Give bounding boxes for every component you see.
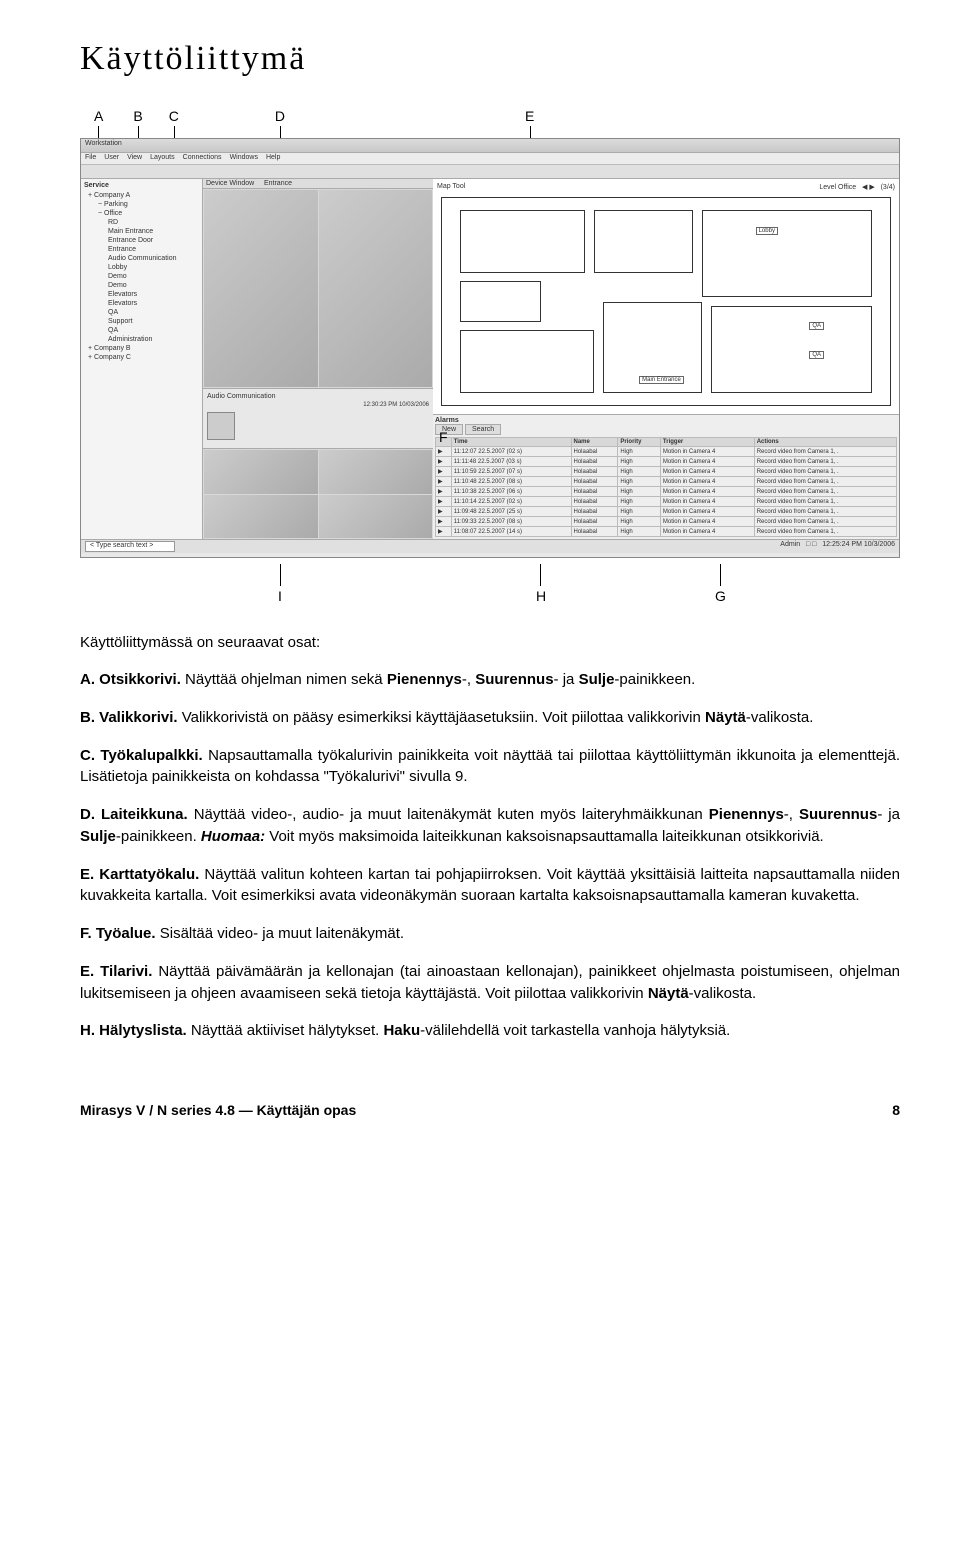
label-i: I (278, 588, 282, 604)
alarm-col-header: Time (451, 438, 571, 447)
page-title: Käyttöliittymä (80, 40, 900, 78)
label-c: C (169, 108, 179, 124)
alarm-table: TimeNamePriorityTriggerActions ▶11:12:07… (435, 437, 897, 537)
audio-label: Audio Communication (207, 393, 429, 400)
tree-item[interactable]: Lobby (84, 263, 199, 272)
toolbar[interactable] (81, 165, 899, 179)
label-b: B (133, 108, 142, 124)
tree-item[interactable]: Elevators (84, 290, 199, 299)
app-screenshot: Workstation File User View Layouts Conne… (80, 138, 900, 558)
label-f: F (439, 429, 448, 445)
tree-item[interactable]: RD (84, 218, 199, 227)
timestamp: 12:30:23 PM 10/03/2006 (207, 402, 429, 408)
device-window[interactable]: Device Window Entrance Audio Communicati… (203, 179, 433, 539)
sidebar-header: Service (84, 182, 199, 189)
menu-item[interactable]: Layouts (150, 154, 175, 163)
video-tile[interactable] (319, 495, 433, 539)
tree-item[interactable]: + Company B (84, 344, 199, 353)
alarm-row[interactable]: ▶11:10:38 22.5.2007 (06 s)HolaabalHighMo… (436, 487, 897, 497)
video-tile[interactable] (204, 450, 318, 494)
label-e: E (525, 108, 534, 124)
device-sidebar[interactable]: Service + Company A− Parking− OfficeRDMa… (81, 179, 203, 539)
alarm-list[interactable]: Alarms New Search TimeNamePriorityTrigge… (433, 415, 899, 539)
item-g: E. Tilarivi. Näyttää päivämäärän ja kell… (80, 961, 900, 1005)
label-g: G (715, 588, 726, 604)
map-title: Map Tool (437, 183, 465, 191)
status-bar: < Type search text > Admin □ □ 12:25:24 … (81, 539, 899, 553)
top-label-row: A B C D E (80, 108, 900, 124)
label-d: D (275, 108, 285, 124)
annotated-diagram: A B C D E Workstation File User View Lay… (80, 108, 900, 604)
tree-item[interactable]: Demo (84, 281, 199, 290)
tree-item[interactable]: − Parking (84, 200, 199, 209)
map-tool[interactable]: Map Tool Level Office ◀ ▶ (3/4) Lobby Ma… (433, 179, 899, 415)
alarm-title: Alarms (435, 417, 897, 424)
alarm-col-header: Actions (754, 438, 896, 447)
menu-item[interactable]: View (127, 154, 142, 163)
bottom-label-row: I H G (80, 564, 900, 604)
alarm-row[interactable]: ▶11:11:48 22.5.2007 (03 s)HolaabalHighMo… (436, 457, 897, 467)
alarm-col-header: Name (571, 438, 618, 447)
tree-item[interactable]: QA (84, 308, 199, 317)
status-user: Admin (780, 541, 800, 548)
page-footer: Mirasys V / N series 4.8 — Käyttäjän opa… (80, 1102, 900, 1118)
window-titlebar: Workstation (81, 139, 899, 153)
tree-item[interactable]: Administration (84, 335, 199, 344)
tree-item[interactable]: Support (84, 317, 199, 326)
menubar[interactable]: File User View Layouts Connections Windo… (81, 153, 899, 165)
alarm-row[interactable]: ▶11:09:48 22.5.2007 (25 s)HolaabalHighMo… (436, 507, 897, 517)
intro-text: Käyttöliittymässä on seuraavat osat: (80, 634, 900, 651)
alarm-row[interactable]: ▶11:12:07 22.5.2007 (02 s)HolaabalHighMo… (436, 447, 897, 457)
tree-item[interactable]: Audio Communication (84, 254, 199, 263)
tree-item[interactable]: Main Entrance (84, 227, 199, 236)
video-tile[interactable] (319, 190, 433, 387)
alarm-row[interactable]: ▶11:09:33 22.5.2007 (08 s)HolaabalHighMo… (436, 517, 897, 527)
status-clock: 12:25:24 PM 10/3/2006 (822, 541, 895, 548)
footer-left: Mirasys V / N series 4.8 — Käyttäjän opa… (80, 1102, 356, 1118)
label-h: H (536, 588, 546, 604)
alarm-tab-search[interactable]: Search (465, 424, 501, 435)
alarm-row[interactable]: ▶11:10:14 22.5.2007 (02 s)HolaabalHighMo… (436, 497, 897, 507)
top-leader-lines (80, 126, 900, 138)
alarm-row[interactable]: ▶11:08:07 22.5.2007 (14 s)HolaabalHighMo… (436, 527, 897, 537)
video-tile[interactable] (204, 495, 318, 539)
tree-item[interactable]: QA (84, 326, 199, 335)
tree-item[interactable]: + Company A (84, 191, 199, 200)
tree-item[interactable]: + Company C (84, 353, 199, 362)
tree-item[interactable]: Demo (84, 272, 199, 281)
menu-item[interactable]: User (104, 154, 119, 163)
item-f: F. Työalue. Sisältää video- ja muut lait… (80, 923, 900, 945)
item-e: E. Karttatyökalu. Näyttää valitun kohtee… (80, 864, 900, 908)
item-c: C. Työkalupalkki. Napsauttamalla työkalu… (80, 745, 900, 789)
floorplan[interactable]: Lobby Main Entrance QA QA (441, 197, 891, 406)
alarm-col-header: Priority (618, 438, 661, 447)
alarm-row[interactable]: ▶11:10:59 22.5.2007 (07 s)HolaabalHighMo… (436, 467, 897, 477)
menu-item[interactable]: Help (266, 154, 280, 163)
menu-item[interactable]: File (85, 154, 96, 163)
tree-item[interactable]: Entrance (84, 245, 199, 254)
footer-page-number: 8 (892, 1102, 900, 1118)
label-a: A (94, 108, 103, 124)
audio-pane[interactable]: Audio Communication 12:30:23 PM 10/03/20… (203, 389, 433, 449)
tree-item[interactable]: Elevators (84, 299, 199, 308)
item-h: H. Hälytyslista. Näyttää aktiiviset häly… (80, 1020, 900, 1042)
video-tile[interactable] (204, 190, 318, 387)
tree-item[interactable]: − Office (84, 209, 199, 218)
alarm-row[interactable]: ▶11:10:48 22.5.2007 (08 s)HolaabalHighMo… (436, 477, 897, 487)
item-a: A. Otsikkorivi. Näyttää ohjelman nimen s… (80, 669, 900, 691)
video-tile[interactable] (319, 450, 433, 494)
item-d: D. Laiteikkuna. Näyttää video-, audio- j… (80, 804, 900, 848)
tree-item[interactable]: Entrance Door (84, 236, 199, 245)
alarm-col-header: Trigger (660, 438, 754, 447)
menu-item[interactable]: Windows (230, 154, 258, 163)
item-b: B. Valikkorivi. Valikkorivistä on pääsy … (80, 707, 900, 729)
menu-item[interactable]: Connections (183, 154, 222, 163)
search-input[interactable]: < Type search text > (85, 541, 175, 552)
